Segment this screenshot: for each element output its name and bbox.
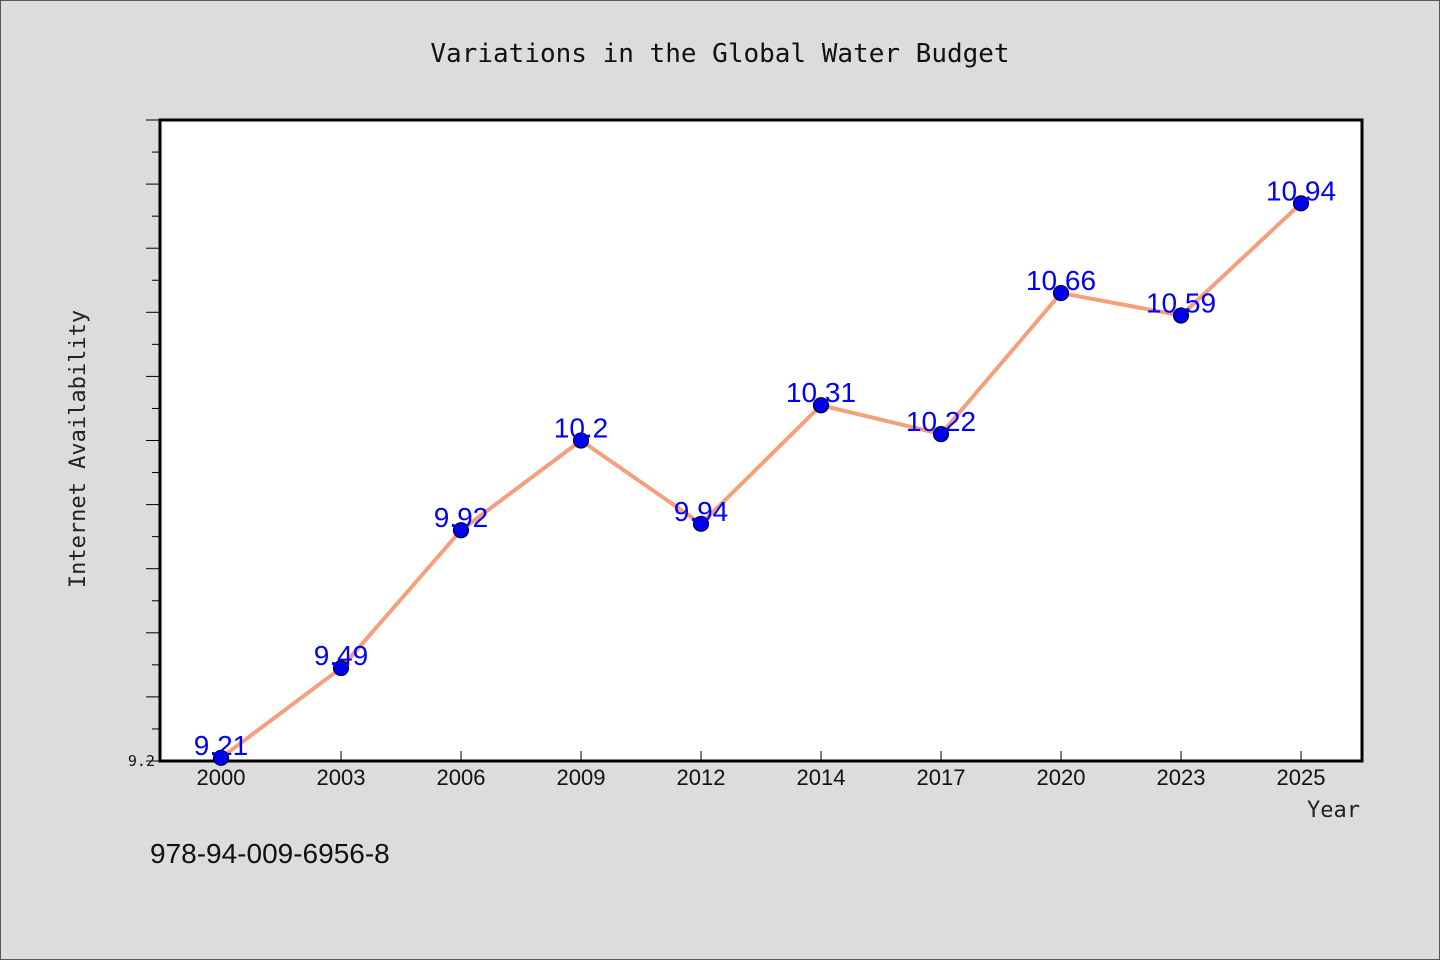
series-line	[219, 201, 1303, 760]
x-tick-label: 2017	[917, 765, 966, 790]
data-label: 10.94	[1266, 175, 1336, 206]
data-label: 9.21	[194, 730, 249, 761]
x-tick-label: 2014	[797, 765, 846, 790]
series-layer: 9.21 9.49 9.92 10.2 9.94 10.31 10.22 10.66 10.59…	[194, 175, 1336, 766]
x-tick-label: 2020	[1037, 765, 1086, 790]
data-point	[452, 522, 470, 539]
data-point	[1172, 307, 1190, 324]
data-point	[572, 432, 590, 449]
y-axis-ticks: 9.2	[128, 119, 160, 770]
x-tick-label: 2003	[317, 765, 366, 790]
data-label: 9.49	[314, 640, 369, 671]
data-label: 10.31	[786, 377, 856, 408]
x-tick-label: 2009	[557, 765, 606, 790]
data-point	[1052, 284, 1070, 302]
annotation-text: 978-94-009-6956-8	[150, 838, 390, 869]
data-point	[1292, 195, 1310, 212]
x-tick-label: 2012	[677, 765, 726, 790]
data-point	[932, 425, 950, 443]
x-axis-ticks: 2000 2003 2006 2009 2012 2014 2017 2020 2023 2025	[197, 751, 1326, 790]
data-label: 9.92	[434, 502, 489, 533]
data-label: 10.22	[906, 406, 976, 437]
x-tick-label: 2023	[1157, 765, 1206, 790]
data-label: 10.66	[1026, 265, 1096, 296]
y-tick-label: 9.2	[128, 752, 155, 770]
data-point	[692, 515, 710, 532]
x-axis-label: Year	[1307, 798, 1360, 823]
x-tick-label: 2025	[1277, 765, 1326, 790]
data-point	[812, 397, 830, 414]
plot-area	[158, 118, 1364, 763]
chart-title: Variations in the Global Water Budget	[430, 39, 1009, 69]
data-label: 9.94	[674, 496, 729, 527]
x-tick-label: 2006	[437, 765, 486, 790]
data-point	[212, 749, 230, 766]
data-label: 10.59	[1146, 288, 1216, 319]
x-tick-label: 2000	[197, 765, 246, 790]
y-axis-label: Internet Availability	[66, 310, 91, 588]
data-label: 10.2	[554, 413, 609, 444]
data-point	[332, 659, 350, 677]
